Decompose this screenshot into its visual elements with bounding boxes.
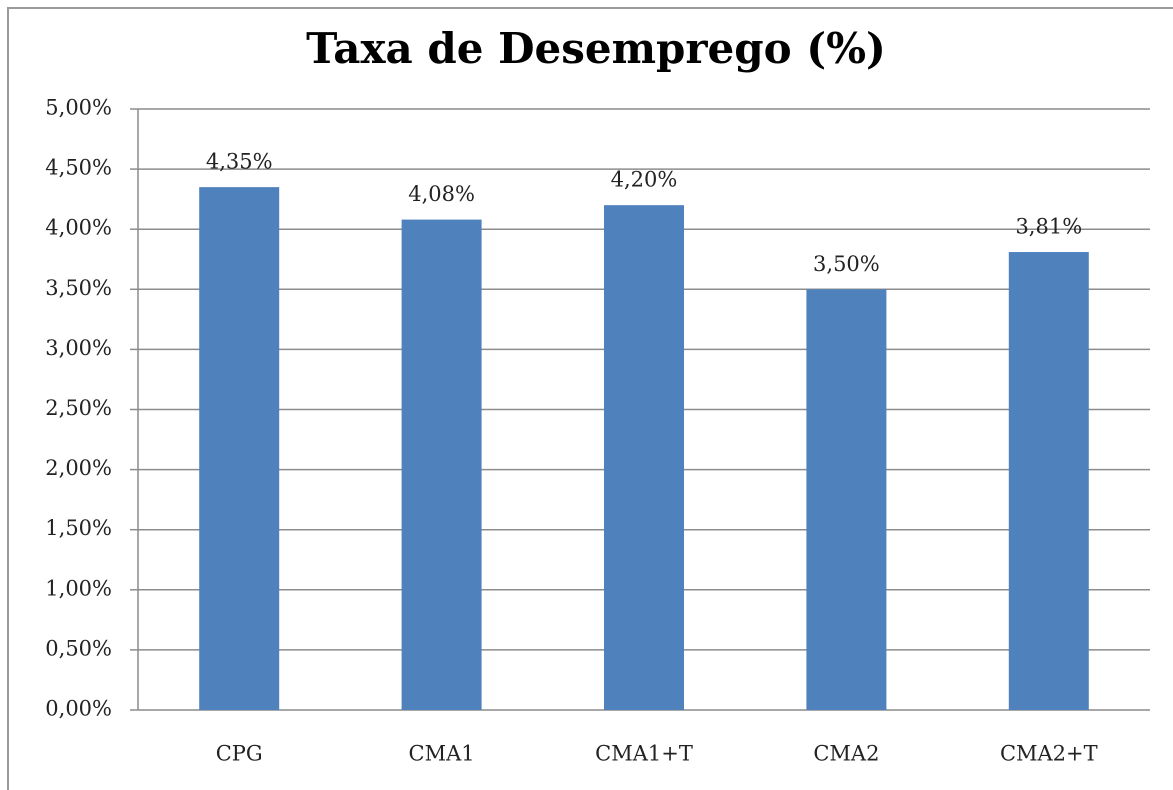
- data-label: 4,35%: [206, 150, 273, 174]
- data-label: 4,20%: [611, 168, 678, 192]
- x-tick-label: CMA2: [813, 742, 879, 766]
- bar: [604, 205, 684, 710]
- y-tick-label: 1,50%: [45, 516, 112, 540]
- y-tick-label: 4,50%: [45, 156, 112, 180]
- bar: [199, 187, 280, 710]
- bar: [1008, 252, 1089, 710]
- x-tick-label: CMA1+T: [595, 742, 693, 766]
- y-tick-label: 0,00%: [45, 697, 112, 721]
- y-tick-label: 0,50%: [45, 636, 112, 660]
- bar: [806, 289, 887, 710]
- chart-frame: [7, 7, 1173, 790]
- y-tick-label: 1,00%: [45, 576, 112, 600]
- y-tick-label: 2,00%: [45, 456, 112, 480]
- data-label: 3,81%: [1015, 215, 1082, 239]
- y-tick-label: 3,50%: [45, 276, 112, 300]
- data-label: 4,08%: [408, 182, 475, 206]
- x-tick-label: CMA2+T: [1000, 742, 1098, 766]
- bar: [401, 219, 482, 711]
- y-tick-label: 3,00%: [45, 336, 112, 360]
- data-label: 3,50%: [813, 252, 880, 276]
- y-tick-label: 2,50%: [45, 396, 112, 420]
- x-tick-label: CMA1: [409, 742, 475, 766]
- y-tick-label: 5,00%: [45, 96, 112, 120]
- x-tick-label: CPG: [216, 742, 263, 766]
- chart-title: Taxa de Desemprego (%): [306, 24, 886, 73]
- y-tick-label: 4,00%: [45, 216, 112, 240]
